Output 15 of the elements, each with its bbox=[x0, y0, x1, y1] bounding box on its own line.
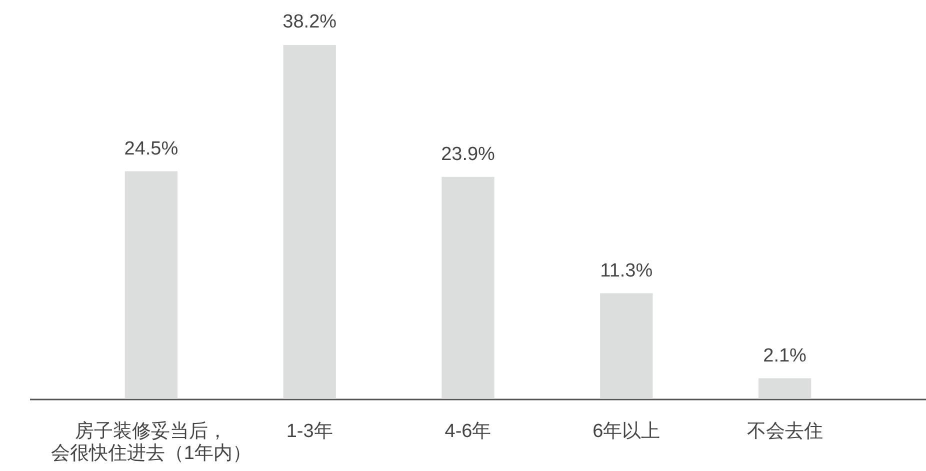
data-label: 11.3% bbox=[600, 260, 653, 282]
bar bbox=[124, 171, 178, 398]
data-label: 38.2% bbox=[282, 12, 337, 33]
x-tick-label: 1-3年 bbox=[286, 421, 333, 442]
bar bbox=[600, 293, 653, 398]
x-tick-label: 4-6年 bbox=[444, 421, 492, 442]
x-tick-label: 不会去住 bbox=[746, 421, 823, 442]
data-label: 2.1% bbox=[763, 345, 807, 366]
data-label: 23.9% bbox=[441, 144, 496, 165]
x-tick-label: 6年以上 bbox=[592, 421, 660, 442]
bar bbox=[283, 45, 336, 398]
x-tick-label: 房子装修妥当后，会很快住进去（1年内） bbox=[50, 420, 252, 464]
data-label: 24.5% bbox=[124, 138, 178, 160]
bar bbox=[758, 378, 812, 398]
bar bbox=[442, 176, 494, 398]
